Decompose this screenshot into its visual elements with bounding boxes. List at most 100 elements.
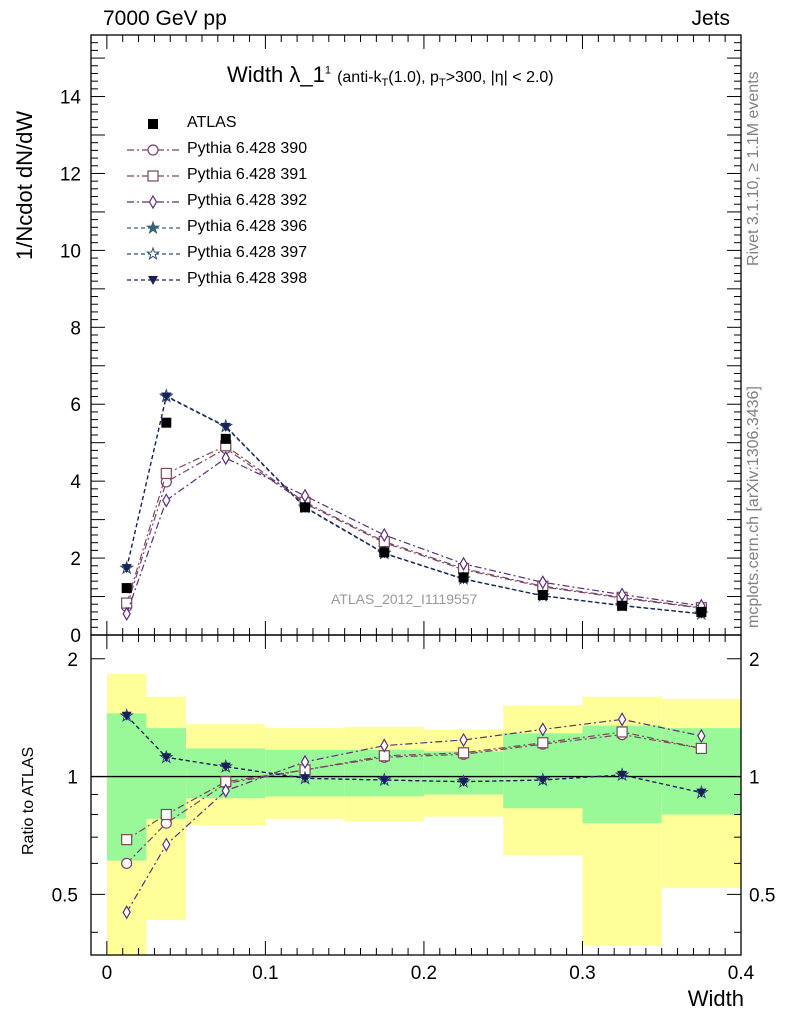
series-line-2 — [126, 445, 702, 609]
ratio-point-6 — [537, 775, 548, 785]
band-green-1 — [146, 728, 187, 819]
rivet-version-label: Rivet 3.1.10, ≥ 1.1M events — [745, 71, 762, 266]
ratio-point-1 — [121, 857, 133, 869]
legend-marker-5 — [145, 246, 161, 261]
series-line-5 — [126, 394, 702, 615]
uncertainty-bands — [106, 673, 741, 955]
ratio-point-3 — [538, 722, 548, 737]
legend-label-396: Pythia 6.428 396 — [187, 218, 308, 235]
legend-marker-6 — [148, 276, 158, 285]
ratio-point-2 — [695, 742, 707, 755]
y-tick-label-main: 4 — [70, 472, 81, 493]
ratio-point-3 — [697, 728, 706, 744]
atlas-data-point — [617, 600, 628, 611]
ratio-point-3 — [162, 837, 171, 852]
legend-marker-3 — [148, 194, 158, 210]
chart-title: Width λ_11 (anti-kT(1.0), pT>300, |η| < … — [227, 62, 554, 89]
y-tick-label-ratio-right: 1 — [749, 768, 760, 789]
process-label: Jets — [691, 7, 730, 30]
legend-markers — [127, 119, 180, 285]
energy-label: 7000 GeV pp — [103, 7, 227, 30]
ratio-point-6 — [617, 770, 628, 780]
legend-label-atlas: ATLAS — [187, 114, 237, 131]
analysis-watermark: ATLAS_2012_I1119557 — [331, 591, 478, 607]
legend-label-392: Pythia 6.428 392 — [187, 192, 308, 209]
legend-label-398: Pythia 6.428 398 — [187, 270, 308, 287]
y-tick-label-main: 8 — [70, 318, 81, 339]
main-series — [119, 388, 709, 622]
series-point-3 — [122, 606, 131, 622]
x-tick-label: 0.2 — [411, 963, 437, 984]
legend-marker-1 — [147, 144, 159, 156]
series-point-6 — [161, 392, 172, 402]
series-point-3 — [380, 527, 389, 543]
atlas-data-point — [300, 502, 311, 513]
y-tick-label-main: 2 — [70, 549, 81, 570]
axis-ticks — [91, 34, 742, 955]
series-point-3 — [162, 493, 171, 508]
ratio-point-6 — [161, 753, 172, 763]
ratio-point-2 — [537, 737, 549, 749]
title-sup: 1 — [324, 64, 331, 77]
y-tick-label-ratio-right: 0.5 — [749, 885, 775, 906]
y-tick-label-ratio-left: 1 — [67, 768, 78, 789]
ratio-point-2 — [457, 747, 470, 759]
legend-marker-2 — [147, 170, 159, 182]
ratio-point-6 — [379, 775, 390, 785]
x-tick-label: 0 — [102, 963, 113, 984]
ratio-point-6 — [220, 762, 231, 772]
series-line-1 — [126, 447, 702, 609]
legend-label-397: Pythia 6.428 397 — [187, 244, 308, 261]
atlas-data-point — [458, 572, 469, 583]
ratio-point-3 — [300, 754, 310, 770]
ratio-point-2 — [121, 834, 133, 846]
series-point-6 — [220, 422, 231, 432]
series-line-3 — [126, 457, 702, 614]
legend-label-391: Pythia 6.428 391 — [187, 166, 308, 183]
ratio-point-3 — [380, 738, 389, 753]
y-axis-label-ratio: Ratio to ATLAS — [20, 746, 37, 855]
ratio-point-3 — [122, 905, 131, 920]
ratio-point-6 — [300, 774, 311, 784]
legend-label-390: Pythia 6.428 390 — [187, 140, 308, 157]
series-point-3 — [459, 556, 468, 572]
title-sub-b: (1.0), p — [388, 69, 439, 86]
ratio-point-3 — [459, 732, 468, 748]
title-sub-a: (anti-k — [337, 69, 382, 86]
atlas-data-point — [696, 606, 707, 617]
ratio-point-6 — [458, 777, 469, 787]
title-sub-c: >300, |η| < 2.0) — [445, 69, 554, 86]
legend-marker-4 — [145, 220, 161, 235]
y-tick-label-main: 12 — [60, 164, 81, 185]
series-line-6 — [126, 395, 702, 615]
ratio-line-3 — [126, 718, 702, 913]
legend-marker-atlas — [148, 119, 158, 129]
x-axis-label: Width — [687, 986, 744, 1011]
ratio-point-6 — [696, 788, 707, 798]
series-point-6 — [121, 564, 132, 574]
ratio-point-6 — [121, 711, 132, 721]
y-tick-label-ratio-left: 0.5 — [52, 885, 78, 906]
mcplots-label: mcplots.cern.ch [arXiv:1306.3436] — [745, 386, 762, 628]
atlas-data-point — [379, 547, 390, 558]
ratio-point-2 — [616, 726, 628, 738]
ratio-plot-frame — [90, 634, 742, 956]
series-point-2 — [160, 467, 172, 480]
ratio-point-3 — [221, 783, 230, 798]
atlas-data-point — [121, 583, 132, 594]
y-tick-label-ratio-left: 2 — [67, 650, 78, 671]
x-tick-label: 0.4 — [728, 963, 755, 984]
title-sub-b-sub: T — [438, 77, 446, 90]
atlas-data-point — [220, 433, 231, 444]
y-tick-label-main: 14 — [60, 88, 82, 109]
ratio-series — [119, 708, 709, 920]
ratio-point-3 — [617, 712, 627, 727]
y-tick-label-main: 6 — [70, 395, 81, 416]
y-tick-label-main: 10 — [60, 241, 81, 262]
series-line-4 — [126, 395, 702, 615]
series-point-3 — [221, 450, 230, 466]
x-tick-label: 0.3 — [569, 963, 595, 984]
ratio-point-2 — [160, 808, 172, 821]
atlas-data-point — [537, 590, 548, 600]
